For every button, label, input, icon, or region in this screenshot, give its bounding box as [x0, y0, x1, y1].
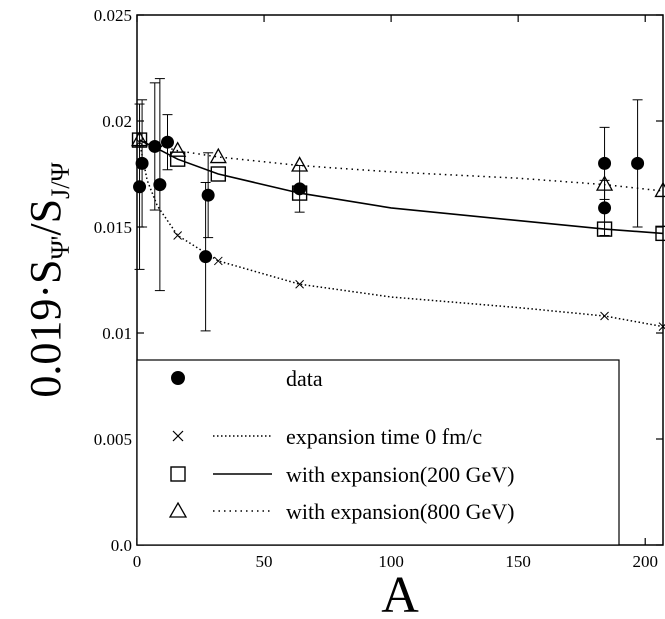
200gev-point: [169, 151, 186, 167]
data-point: [148, 139, 162, 153]
x-stroke: [213, 256, 223, 266]
data-point: [153, 178, 167, 192]
x-tick-label: 100: [378, 552, 404, 571]
y-tick-label: 0.0: [111, 536, 132, 555]
x-axis-label: A: [381, 567, 419, 619]
y-tick-label: 0.015: [94, 218, 132, 237]
x-tick-label: 200: [632, 552, 658, 571]
y-label-sub1: Ψ': [46, 236, 75, 260]
x-tick-label: 150: [505, 552, 531, 571]
expansion-0-point: [658, 322, 665, 331]
200gev-point: [210, 166, 227, 182]
x-tick-label: 50: [256, 552, 273, 571]
y-label-main: 0.019·S: [21, 259, 70, 397]
legend-label-expansion-0: expansion time 0 fm/c: [286, 424, 482, 449]
x-stroke: [600, 311, 609, 321]
model-curves: [138, 139, 664, 328]
200gev-point: [291, 185, 308, 201]
expansion-0-point: [213, 256, 223, 266]
legend-label-800gev: with expansion(800 GeV): [286, 499, 515, 524]
200gev-point: [655, 225, 665, 242]
series-line-1: [138, 142, 664, 328]
legend-label-200gev: with expansion(200 GeV): [286, 462, 515, 487]
800gev-point: [291, 156, 309, 172]
y-tick-label: 0.02: [102, 112, 132, 131]
expansion-0-point: [295, 279, 304, 289]
data-point: [160, 135, 174, 149]
data-point: [631, 156, 645, 170]
expansion-0-point: [600, 311, 609, 321]
legend-marker-200gev: [170, 466, 186, 482]
data-point: [133, 180, 147, 194]
x-tick-label: 0: [133, 552, 142, 571]
800gev-point: [169, 141, 187, 157]
data-point: [598, 201, 612, 215]
data-markers: [130, 130, 665, 331]
y-tick-label: 0.01: [102, 324, 132, 343]
x-stroke: [658, 323, 665, 331]
expansion-0-point: [135, 137, 144, 147]
y-tick-label: 0.005: [94, 430, 132, 449]
800gev-point: [130, 130, 149, 147]
data-point: [293, 182, 307, 196]
error-bars: [134, 78, 643, 332]
legend-marker-expansion-0: [172, 430, 184, 442]
x-ticks: 0 50 100 150 200: [133, 15, 658, 571]
data-point: [135, 156, 149, 170]
legend-label-data: data: [286, 366, 323, 391]
data-point: [199, 250, 213, 264]
legend-box: [136, 359, 620, 546]
x-stroke: [295, 279, 304, 289]
x-stroke: [173, 231, 183, 240]
expansion-0-point: [173, 231, 183, 240]
legend-marker-data: [171, 371, 185, 385]
200gev-point: [596, 221, 613, 237]
y-label-mid: /S: [21, 199, 70, 236]
series-line-2: [139, 139, 664, 235]
series-line-3: [139, 139, 664, 192]
y-tick-label: 0.025: [94, 6, 132, 25]
x-stroke: [135, 137, 144, 147]
y-label-sub2: J/Ψ: [46, 162, 75, 199]
800gev-point: [595, 175, 614, 191]
data-point: [201, 188, 215, 202]
800gev-point: [209, 147, 227, 164]
y-axis-label: 0.019·SΨ'/SJ/Ψ: [21, 162, 75, 398]
data-point: [598, 156, 612, 170]
legend: data expansion time 0 fm/c with expansio…: [136, 359, 620, 546]
legend-marker-800gev: [168, 501, 188, 518]
800gev-point: [654, 181, 665, 198]
